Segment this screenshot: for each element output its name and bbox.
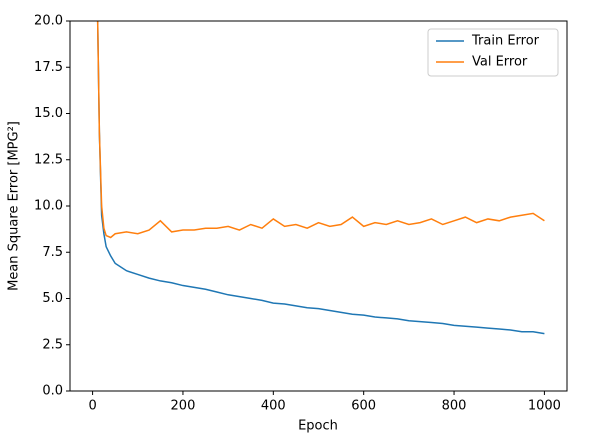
y-tick-label: 5.0 [42, 291, 63, 306]
x-tick-label: 800 [442, 399, 467, 414]
line-series [96, 21, 545, 335]
plot-area [96, 21, 545, 335]
legend-label: Val Error [472, 55, 528, 70]
y-tick-label: 12.5 [34, 152, 63, 167]
x-tick-label: 200 [171, 399, 196, 414]
y-tick-label: 7.5 [42, 245, 63, 260]
x-axis-label: Epoch [298, 419, 338, 434]
y-tick-label: 15.0 [34, 106, 63, 121]
line-series [96, 21, 545, 239]
y-tick-label: 20.0 [34, 14, 63, 29]
y-tick-label: 10.0 [34, 199, 63, 214]
x-tick-label: 600 [351, 399, 376, 414]
legend-label: Train Error [471, 34, 540, 49]
y-tick-label: 2.5 [42, 337, 63, 352]
x-tick-label: 400 [261, 399, 286, 414]
y-axis-label: Mean Square Error [MPG²] [7, 121, 22, 291]
x-tick-label: 0 [88, 399, 96, 414]
y-tick-label: 0.0 [42, 384, 63, 399]
x-tick-label: 1000 [528, 399, 561, 414]
y-tick-label: 17.5 [34, 60, 63, 75]
